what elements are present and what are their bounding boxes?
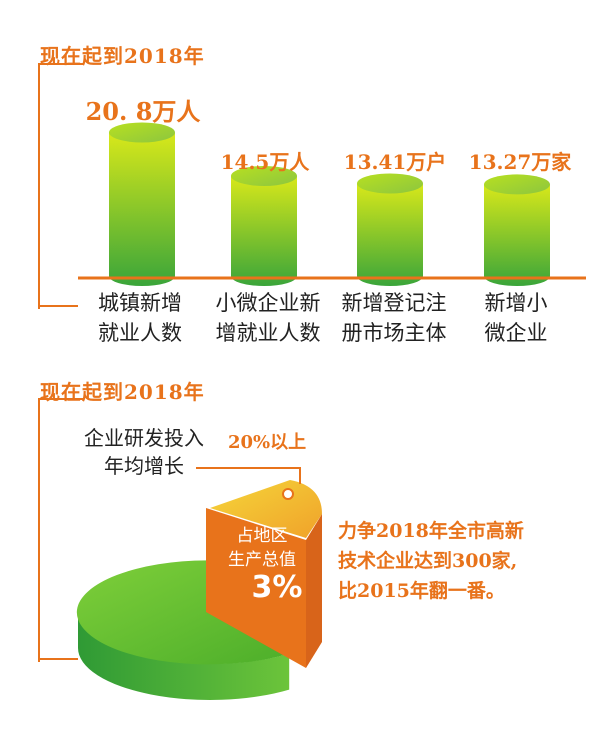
- pie-slice-side: [78, 612, 290, 700]
- rd-growth-value: 20%以上: [228, 432, 307, 453]
- bar-top: [484, 174, 550, 195]
- section1-bracket: [38, 63, 84, 309]
- section2-bracket-foot: [38, 658, 78, 660]
- pie-slice-highlight-face: [206, 508, 306, 668]
- bar: [357, 183, 423, 286]
- slice-label: 占地区 生产总值: [228, 526, 296, 570]
- bar-category-label: 小微企业新 增就业人数: [215, 291, 321, 345]
- section2-title: 现在起到2018年: [40, 380, 205, 404]
- bar-category-label: 城镇新增 就业人数: [98, 291, 182, 345]
- bar-category-label: 新增登记注 册市场主体: [341, 291, 447, 345]
- bar-top: [231, 165, 297, 186]
- section2-bracket: [38, 398, 84, 662]
- pie-slice-highlight: [210, 480, 322, 538]
- pie-slice-highlight-side: [306, 514, 322, 668]
- callout-line: [196, 467, 301, 484]
- bar-value-label: 13.41万户: [343, 150, 447, 174]
- callout-dot: [282, 488, 294, 500]
- bar: [109, 132, 175, 286]
- goal-note: 力争2018年全市高新 技术企业达到300家, 比2015年翻一番。: [338, 520, 524, 602]
- bar-top: [109, 122, 175, 143]
- slice-value: 3%: [251, 570, 303, 605]
- bar-chart: [78, 122, 586, 286]
- bar: [484, 184, 550, 286]
- bar-value-label: 20. 8万人: [85, 97, 201, 126]
- section1-bracket-foot: [38, 305, 78, 307]
- bar: [231, 175, 297, 286]
- section1-title: 现在起到2018年: [40, 44, 205, 68]
- bar-value-label: 14.5万人: [220, 150, 310, 174]
- bar-category-label: 新增小 微企业: [484, 291, 548, 345]
- rd-growth-label: 企业研发投入 年均增长: [84, 426, 204, 478]
- bar-top: [357, 173, 423, 194]
- bar-value-label: 13.27万家: [468, 150, 572, 174]
